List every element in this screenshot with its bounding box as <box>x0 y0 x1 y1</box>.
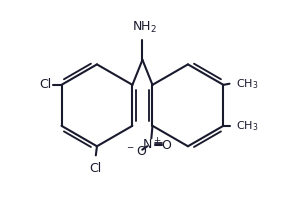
Text: N$^+$: N$^+$ <box>142 138 161 153</box>
Text: Cl: Cl <box>90 162 102 175</box>
Text: $^-$O: $^-$O <box>126 145 148 158</box>
Text: CH$_3$: CH$_3$ <box>236 77 258 91</box>
Text: Cl: Cl <box>39 78 52 91</box>
Text: O: O <box>161 139 171 152</box>
Text: NH$_2$: NH$_2$ <box>132 20 157 35</box>
Text: CH$_3$: CH$_3$ <box>236 119 258 133</box>
